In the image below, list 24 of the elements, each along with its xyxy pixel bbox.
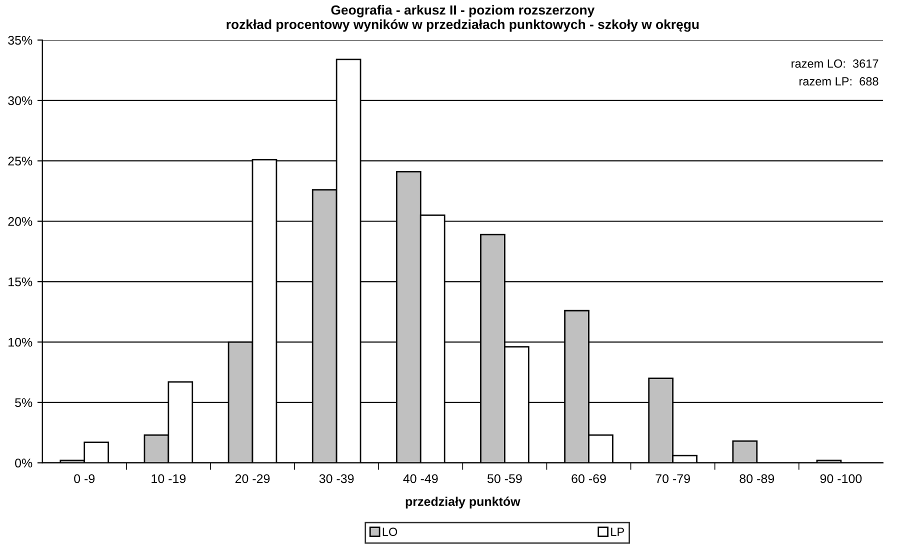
y-tick-label: 25% [8,156,32,166]
x-tick-label: 60 -69 [572,474,606,484]
x-tick-label: 40 -49 [403,474,438,484]
x-tick-label: 80 -89 [740,474,774,484]
y-tick-label: 10% [8,338,32,347]
y-tick-label: 35% [8,36,32,45]
x-tick-label: 30 -39 [319,474,354,484]
y-tick-label: 20% [8,217,32,226]
y-tick-label: 15% [8,277,32,286]
annotation: razem LO: 3617 [792,59,878,68]
annotation: razem LP: 688 [800,77,878,86]
x-tick-label: 20 -29 [235,474,270,484]
y-tick-label: 5% [15,398,32,408]
y-tick-label: 0% [15,458,32,468]
x-tick-label: 0 -9 [74,474,95,484]
y-tick-label: 30% [8,96,32,106]
legend-label: LO [382,528,398,536]
chart-title: Geografia - arkusz II - poziom rozszerzony rozkład procentowy wyników w przedziałach punktowych - szkoły w okręgu [226,4,699,32]
x-tick-label: 70 -79 [656,474,690,484]
x-tick-label: 50 -59 [487,474,522,484]
x-tick-label: 90 -100 [820,474,862,484]
legend-label: LP [611,528,624,536]
x-tick-label: 10 -19 [152,474,186,484]
x-axis-title: przedziały punktów [406,496,520,508]
